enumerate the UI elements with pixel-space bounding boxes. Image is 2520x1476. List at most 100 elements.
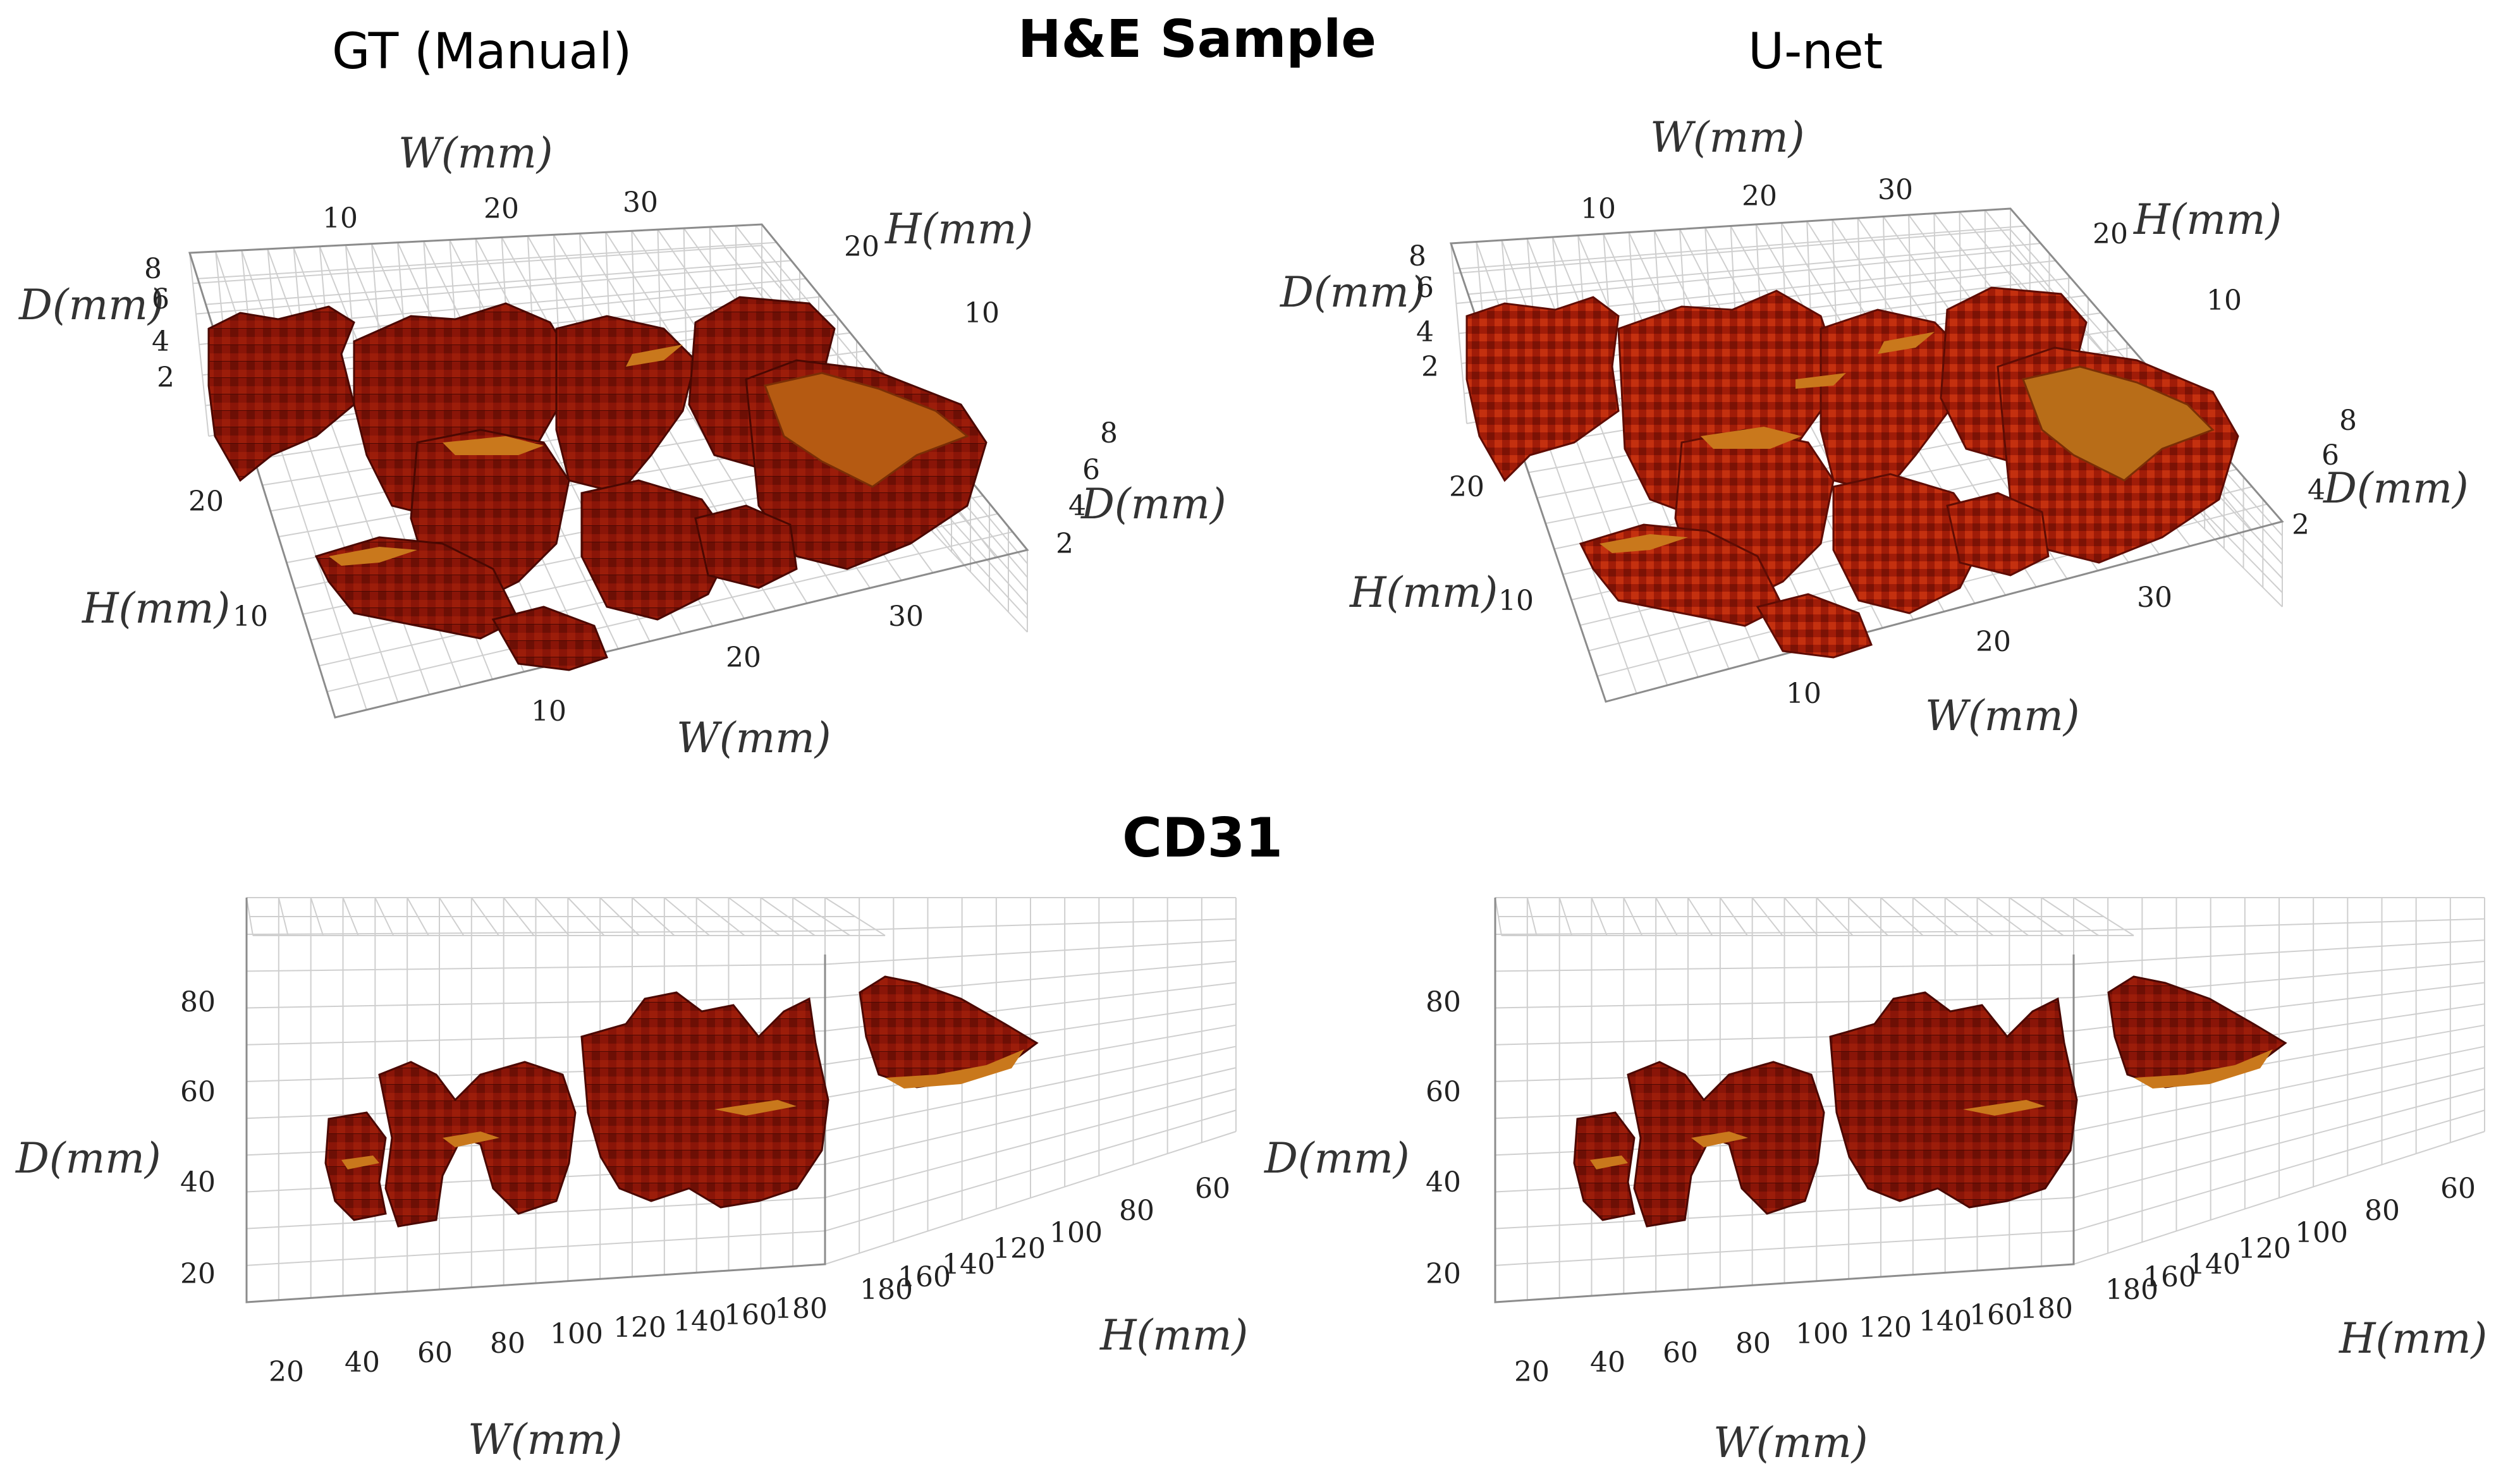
header-he-sample: H&E Sample	[1018, 9, 1376, 70]
axis-label-h-left: H(mm)	[1349, 568, 1498, 617]
grid-line	[2073, 939, 2485, 965]
tick-h-top-20: 20	[2093, 218, 2128, 250]
tick-d-60: 60	[1426, 1076, 1461, 1108]
tissue-he-gt	[207, 296, 988, 671]
grid-line	[205, 260, 792, 305]
tick-w-100: 100	[550, 1318, 603, 1350]
tick-h-160: 160	[2143, 1261, 2196, 1293]
grid-line	[824, 1109, 1237, 1232]
tick-d-left-4: 4	[152, 326, 169, 358]
tick-w-top-30: 30	[1878, 174, 1913, 206]
grid-line	[2073, 1046, 2485, 1132]
axis-label-h: H(mm)	[2339, 1314, 2487, 1363]
grid-line	[1468, 243, 2041, 295]
tick-w-180: 180	[2020, 1293, 2073, 1325]
tick-h-120: 120	[993, 1233, 1046, 1265]
grid-line	[246, 930, 826, 936]
tick-w-80: 80	[1735, 1327, 1771, 1360]
tick-w-20: 20	[1514, 1356, 1550, 1388]
axis-label-w-bottom: W(mm)	[1925, 692, 2080, 740]
grid-line	[2073, 1024, 2485, 1099]
frame-he-unet	[1449, 207, 2284, 703]
tick-d-left-8: 8	[1409, 240, 1426, 272]
tick-h-60: 60	[2440, 1173, 2476, 1205]
tick-h-60: 60	[1195, 1173, 1230, 1205]
grid-line	[824, 1046, 1237, 1132]
tissue-cd31-gt	[324, 975, 1039, 1228]
tick-h-100: 100	[2295, 1217, 2348, 1249]
tick-h-100: 100	[1049, 1217, 1103, 1249]
grid-line	[824, 918, 1237, 932]
tick-w-bottom-20: 20	[726, 642, 761, 674]
tick-d-right-2: 2	[2292, 509, 2309, 541]
tick-w-bottom-30: 30	[2137, 582, 2172, 614]
tick-w-100: 100	[1795, 1318, 1849, 1350]
tick-w-120: 120	[1859, 1312, 1912, 1344]
grid-line	[2073, 1131, 2485, 1265]
frame-he-gt	[188, 223, 1029, 719]
tick-w-40: 40	[345, 1346, 380, 1379]
tick-w-top-20: 20	[484, 193, 519, 225]
grid-line	[1456, 250, 2011, 304]
chart-he-gt: W(mm) 10 20 30 H(mm) 20 10 D(mm) 8 6 4 2…	[18, 129, 1226, 762]
tick-w-bottom-30: 30	[888, 601, 924, 633]
chart-cd31-unet: D(mm) 80 60 40 20 20 40 60 80 100 120 14…	[1264, 897, 2487, 1467]
grid-line	[824, 1024, 1237, 1099]
chart-he-unet: W(mm) 10 20 30 H(mm) 20 10 D(mm) 8 6 4 2…	[1280, 113, 2469, 740]
tick-d-right-8: 8	[1100, 417, 1118, 449]
tick-d-20: 20	[180, 1258, 216, 1290]
grid-line	[2073, 1067, 2485, 1165]
tick-w-bottom-10: 10	[531, 695, 566, 728]
tick-d-60: 60	[180, 1076, 216, 1108]
axis-label-h-left: H(mm)	[82, 584, 230, 633]
tick-h-left-20: 20	[188, 485, 224, 518]
axis-label-d-right: D(mm)	[1080, 480, 1226, 528]
header-unet: U-net	[1748, 23, 1883, 80]
grid-line	[1495, 963, 2074, 972]
axis-label-d-left: D(mm)	[18, 281, 164, 329]
tick-w-140: 140	[673, 1305, 726, 1338]
axis-label-w-top: W(mm)	[398, 129, 553, 178]
tick-w-60: 60	[1663, 1337, 1698, 1369]
tick-d-right-8: 8	[2339, 405, 2357, 437]
tick-h-left-10: 10	[1498, 585, 1534, 617]
tick-d-40: 40	[180, 1166, 216, 1198]
tick-d-80: 80	[1426, 986, 1461, 1018]
tick-w-140: 140	[1919, 1305, 1972, 1338]
grid-line	[246, 997, 826, 1009]
axis-label-d-right: D(mm)	[2323, 464, 2469, 513]
header-gt-manual: GT (Manual)	[332, 23, 632, 80]
tick-h-top-20: 20	[844, 231, 879, 263]
tick-d-left-2: 2	[1421, 351, 1439, 383]
tick-h-top-10: 10	[2206, 284, 2242, 317]
axis-label-h: H(mm)	[1099, 1311, 1248, 1360]
axis-label-d-left: D(mm)	[1280, 268, 1426, 317]
tick-h-180: 180	[2105, 1274, 2158, 1306]
grid-line	[824, 1131, 1237, 1265]
tick-w-top-20: 20	[1742, 180, 1777, 212]
axis-label-h-top: H(mm)	[884, 205, 1033, 253]
grid-line	[1495, 997, 2074, 1009]
tick-h-140: 140	[942, 1248, 995, 1281]
axis-label-h-top: H(mm)	[2133, 195, 2282, 244]
tick-w-40: 40	[1590, 1346, 1625, 1379]
tick-w-160: 160	[1969, 1299, 2022, 1331]
grid-line	[2073, 1088, 2485, 1198]
tick-d-right-6: 6	[1082, 454, 1100, 486]
tick-h-left-20: 20	[1449, 471, 1484, 503]
tick-d-left-8: 8	[144, 253, 162, 285]
grid-line	[1453, 229, 2011, 274]
grid-line	[2073, 918, 2485, 932]
grid-line	[246, 1230, 826, 1266]
tissue-he-unet	[1465, 286, 2239, 659]
grid-line	[192, 245, 762, 284]
tick-h-top-10: 10	[964, 297, 1000, 329]
grid-line	[824, 939, 1237, 965]
tick-h-left-10: 10	[233, 601, 268, 633]
tick-w-120: 120	[613, 1312, 666, 1344]
header-cd31: CD31	[1122, 807, 1283, 870]
tick-w-top-10: 10	[1581, 193, 1616, 225]
tick-h-160: 160	[898, 1261, 951, 1293]
grid-line	[824, 1067, 1237, 1165]
